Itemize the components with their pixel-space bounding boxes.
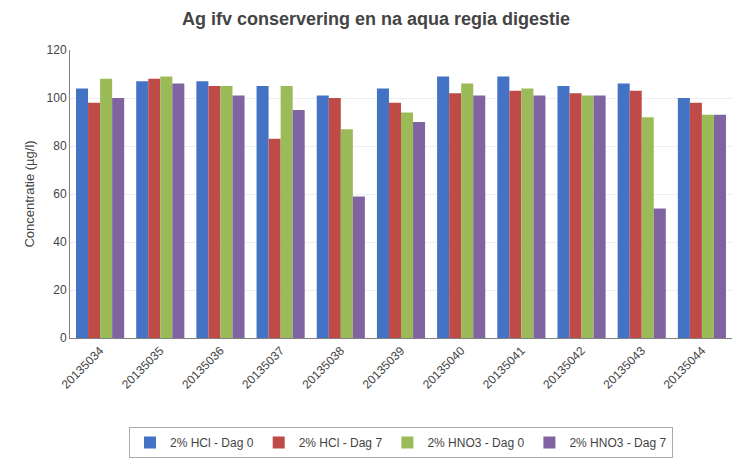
svg-text:20135038: 20135038 [300, 344, 348, 392]
svg-text:20135035: 20135035 [119, 344, 167, 392]
svg-text:Ag ifv conservering en na aqua: Ag ifv conservering en na aqua regia dig… [182, 9, 570, 29]
svg-text:2% HNO3 - Dag 0: 2% HNO3 - Dag 0 [427, 436, 524, 450]
svg-text:20135037: 20135037 [239, 344, 287, 392]
svg-text:2% HCl - Dag 0: 2% HCl - Dag 0 [170, 436, 254, 450]
svg-text:120: 120 [47, 43, 67, 57]
svg-text:20135034: 20135034 [59, 344, 107, 392]
svg-text:100: 100 [47, 91, 67, 105]
svg-text:20135039: 20135039 [360, 344, 408, 392]
svg-text:Concentratie (µg/l): Concentratie (µg/l) [22, 140, 37, 247]
svg-text:60: 60 [53, 187, 67, 201]
svg-text:20: 20 [53, 283, 67, 297]
svg-text:2% HCl - Dag 7: 2% HCl - Dag 7 [299, 436, 383, 450]
svg-text:20135042: 20135042 [540, 344, 588, 392]
svg-text:2% HNO3 - Dag 7: 2% HNO3 - Dag 7 [569, 436, 666, 450]
svg-text:20135041: 20135041 [480, 344, 528, 392]
svg-text:40: 40 [53, 235, 67, 249]
svg-text:20135043: 20135043 [600, 344, 648, 392]
svg-text:0: 0 [60, 331, 67, 345]
svg-text:20135044: 20135044 [661, 344, 709, 392]
svg-text:80: 80 [53, 139, 67, 153]
svg-text:20135040: 20135040 [420, 344, 468, 392]
svg-text:20135036: 20135036 [179, 344, 227, 392]
